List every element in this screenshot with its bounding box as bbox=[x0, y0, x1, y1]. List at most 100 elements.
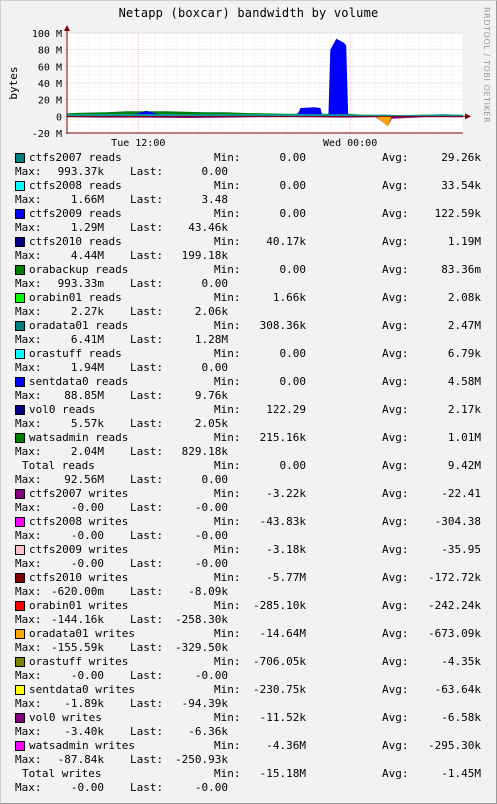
legend-total-name: Total reads bbox=[22, 459, 95, 472]
legend-last-label: Last: bbox=[130, 249, 164, 262]
legend-min-value: 215.16k bbox=[259, 431, 306, 444]
legend-swatch bbox=[15, 153, 25, 163]
legend-min-label: Min: bbox=[214, 487, 241, 500]
legend-max-value: -3.40k bbox=[64, 725, 104, 738]
legend-last-label: Last: bbox=[130, 613, 164, 626]
legend-max-value: -0.00 bbox=[70, 781, 104, 794]
legend-last-value: -0.00 bbox=[194, 501, 228, 514]
legend-min-label: Min: bbox=[214, 235, 241, 248]
legend-min-value: 0.00 bbox=[279, 347, 307, 360]
legend-avg-value: 6.79k bbox=[447, 347, 481, 360]
legend-total-name: Total writes bbox=[22, 767, 102, 780]
legend-min-value: 0.00 bbox=[279, 459, 307, 472]
legend-avg-value: 4.58M bbox=[447, 375, 481, 388]
legend-series-name: ctfs2007 reads bbox=[29, 151, 122, 164]
legend-last-label: Last: bbox=[130, 669, 164, 682]
y-tick-label: 100 M bbox=[32, 29, 62, 40]
legend-max-label: Max: bbox=[15, 305, 42, 318]
legend-min-label: Min: bbox=[214, 431, 241, 444]
legend-avg-label: Avg: bbox=[382, 319, 409, 332]
legend-max-value: 92.56M bbox=[64, 473, 104, 486]
legend-last-label: Last: bbox=[130, 445, 164, 458]
legend-last-value: -258.30k bbox=[175, 613, 228, 626]
legend-min-value: -4.36M bbox=[266, 739, 306, 752]
legend-max-label: Max: bbox=[15, 725, 42, 738]
legend-avg-label: Avg: bbox=[382, 627, 409, 640]
legend-min-label: Min: bbox=[214, 739, 241, 752]
legend-avg-label: Avg: bbox=[382, 263, 409, 276]
legend-max-value: 88.85M bbox=[64, 389, 104, 402]
legend-avg-value: 1.01M bbox=[447, 431, 481, 444]
legend-swatch bbox=[15, 517, 25, 527]
y-tick-label: 80 M bbox=[38, 46, 62, 57]
legend-min-label: Min: bbox=[214, 319, 241, 332]
legend-min-label: Min: bbox=[214, 375, 241, 388]
legend-last-value: 1.28M bbox=[194, 333, 228, 346]
legend-min-label: Min: bbox=[214, 151, 241, 164]
legend-swatch bbox=[15, 601, 25, 611]
legend-series-name: orabin01 writes bbox=[29, 599, 129, 612]
legend-last-value: -0.00 bbox=[194, 669, 228, 682]
legend-avg-label: Avg: bbox=[382, 151, 409, 164]
x-axis-arrow bbox=[465, 113, 471, 120]
legend-max-value: -155.59k bbox=[51, 641, 104, 654]
legend-max-value: -0.00 bbox=[70, 669, 104, 682]
legend-last-value: 199.18k bbox=[181, 249, 228, 262]
legend-min-label: Min: bbox=[214, 711, 241, 724]
legend-last-label: Last: bbox=[130, 641, 164, 654]
legend-max-label: Max: bbox=[15, 501, 42, 514]
legend-swatch bbox=[15, 237, 25, 247]
legend-min-value: -11.52k bbox=[259, 711, 306, 724]
legend-swatch bbox=[15, 209, 25, 219]
legend-max-label: Max: bbox=[15, 445, 42, 458]
legend-avg-label: Avg: bbox=[382, 683, 409, 696]
legend-min-label: Min: bbox=[214, 767, 241, 780]
legend-last-label: Last: bbox=[130, 585, 164, 598]
legend-avg-label: Avg: bbox=[382, 487, 409, 500]
legend-min-value: -3.22k bbox=[266, 487, 306, 500]
legend-last-label: Last: bbox=[130, 277, 164, 290]
legend-avg-label: Avg: bbox=[382, 767, 409, 780]
x-tick-label: Tue 12:00 bbox=[111, 138, 165, 149]
legend-max-value: 1.94M bbox=[70, 361, 104, 374]
legend-last-value: 0.00 bbox=[201, 277, 229, 290]
legend-last-value: 0.00 bbox=[201, 165, 229, 178]
legend-series-name: orastuff reads bbox=[29, 347, 122, 360]
legend-series-name: oradata01 writes bbox=[29, 627, 135, 640]
legend-max-label: Max: bbox=[15, 417, 42, 430]
legend-min-value: -15.18M bbox=[259, 767, 306, 780]
legend-avg-value: -4.35k bbox=[441, 655, 481, 668]
legend-min-value: 0.00 bbox=[279, 151, 307, 164]
legend-avg-value: -1.45M bbox=[441, 767, 481, 780]
legend-swatch bbox=[15, 489, 25, 499]
legend-min-value: 122.29 bbox=[266, 403, 306, 416]
legend-min-label: Min: bbox=[214, 543, 241, 556]
legend-series-name: watsadmin writes bbox=[29, 739, 135, 752]
legend-min-value: 0.00 bbox=[279, 375, 307, 388]
legend-last-value: -0.00 bbox=[194, 529, 228, 542]
legend-avg-label: Avg: bbox=[382, 207, 409, 220]
legend-swatch bbox=[15, 545, 25, 555]
legend-min-value: -14.64M bbox=[259, 627, 306, 640]
legend-max-value: -0.00 bbox=[70, 501, 104, 514]
legend-last-label: Last: bbox=[130, 333, 164, 346]
legend-series-name: watsadmin reads bbox=[29, 431, 129, 444]
legend-min-value: 0.00 bbox=[279, 263, 307, 276]
legend-series-name: ctfs2010 reads bbox=[29, 235, 122, 248]
legend-max-label: Max: bbox=[15, 361, 42, 374]
legend-avg-value: -63.64k bbox=[434, 683, 481, 696]
legend-max-value: -620.00m bbox=[51, 585, 104, 598]
legend-avg-value: 9.42M bbox=[447, 459, 481, 472]
legend-avg-label: Avg: bbox=[382, 571, 409, 584]
legend-last-value: -94.39k bbox=[181, 697, 228, 710]
legend-last-value: 2.06k bbox=[194, 305, 228, 318]
legend-avg-value: -172.72k bbox=[428, 571, 481, 584]
legend-max-label: Max: bbox=[15, 669, 42, 682]
legend-avg-label: Avg: bbox=[382, 599, 409, 612]
legend-last-label: Last: bbox=[130, 417, 164, 430]
legend-series-name: orabackup reads bbox=[29, 263, 129, 276]
legend-max-label: Max: bbox=[15, 389, 42, 402]
legend-min-label: Min: bbox=[214, 627, 241, 640]
legend-last-label: Last: bbox=[130, 193, 164, 206]
legend-avg-label: Avg: bbox=[382, 431, 409, 444]
